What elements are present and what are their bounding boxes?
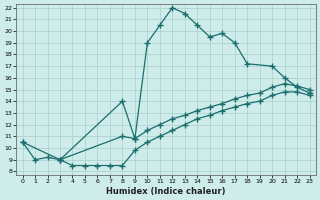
X-axis label: Humidex (Indice chaleur): Humidex (Indice chaleur) [106, 187, 226, 196]
